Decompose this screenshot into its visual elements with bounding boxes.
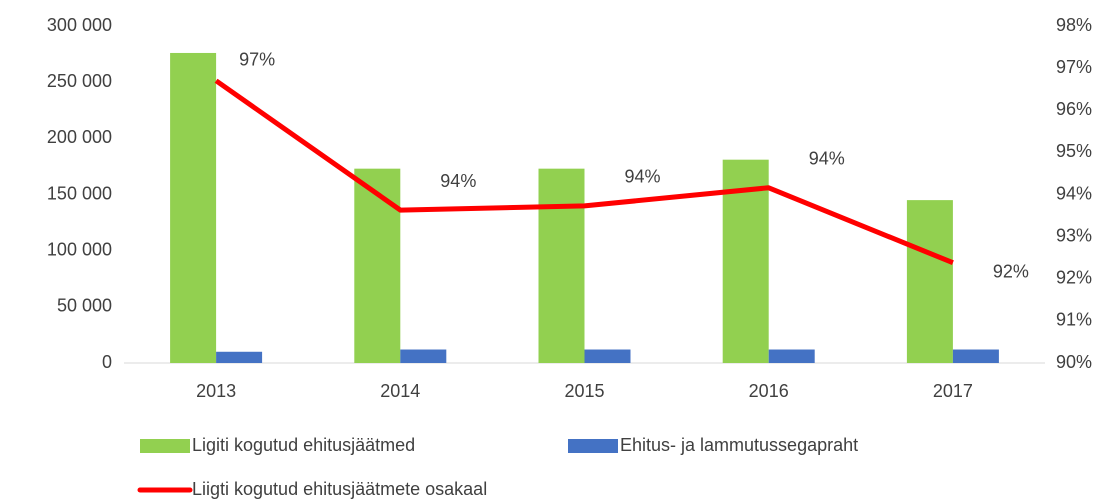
y-tick-label: 50 000 xyxy=(57,296,112,316)
data-label: 94% xyxy=(625,167,661,187)
y-tick-label: 0 xyxy=(102,352,112,372)
y2-tick-label: 93% xyxy=(1056,225,1092,245)
bar xyxy=(216,351,263,363)
y2-tick-label: 96% xyxy=(1056,99,1092,119)
y-tick-label: 300 000 xyxy=(47,15,112,35)
y-tick-label: 250 000 xyxy=(47,71,112,91)
line xyxy=(214,78,954,266)
y-tick-label: 100 000 xyxy=(47,239,112,259)
x-tick-label: 2013 xyxy=(196,381,236,401)
data-label: 92% xyxy=(993,261,1029,281)
y2-tick-label: 95% xyxy=(1056,141,1092,161)
data-label: 94% xyxy=(809,149,845,169)
bar xyxy=(170,52,217,364)
x-tick-label: 2015 xyxy=(564,381,604,401)
bar xyxy=(906,200,953,363)
y-tick-label: 200 000 xyxy=(47,127,112,147)
bar xyxy=(538,168,585,363)
y2-tick-label: 98% xyxy=(1056,15,1092,35)
legend-swatch xyxy=(568,439,618,453)
bar xyxy=(584,349,631,363)
y-tick-label: 150 000 xyxy=(47,183,112,203)
y2-tick-label: 92% xyxy=(1056,268,1092,288)
y2-tick-label: 90% xyxy=(1056,352,1092,372)
bar xyxy=(952,349,999,363)
legend-label: Liigti kogutud ehitusjäätmete osakaal xyxy=(192,479,487,499)
bar xyxy=(354,168,401,363)
y2-tick-label: 91% xyxy=(1056,310,1092,330)
legend-label: Ehitus- ja lammutussegapraht xyxy=(620,435,858,455)
x-tick-label: 2017 xyxy=(933,381,973,401)
y2-tick-label: 97% xyxy=(1056,57,1092,77)
y2-tick-label: 94% xyxy=(1056,183,1092,203)
data-label: 94% xyxy=(440,171,476,191)
x-tick-label: 2014 xyxy=(380,381,420,401)
x-tick-label: 2016 xyxy=(749,381,789,401)
data-label: 97% xyxy=(239,50,275,70)
bar xyxy=(400,349,447,363)
legend-swatch xyxy=(140,439,190,453)
legend-label: Ligiti kogutud ehitusjäätmed xyxy=(192,435,415,455)
bar xyxy=(768,349,815,363)
